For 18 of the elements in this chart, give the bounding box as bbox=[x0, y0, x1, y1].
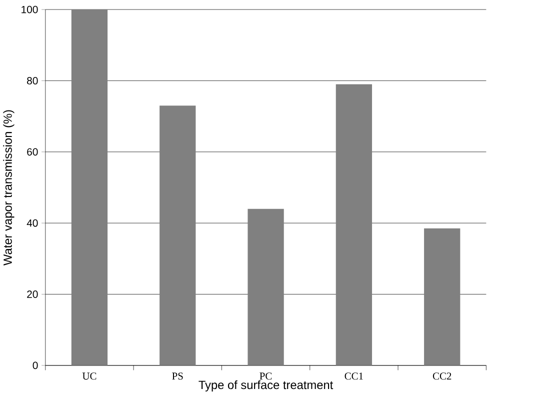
x-tick-label: PC bbox=[260, 372, 272, 380]
y-tick-label: 80 bbox=[27, 77, 38, 84]
y-tick-label: 0 bbox=[32, 362, 38, 370]
bar bbox=[160, 106, 196, 366]
bar bbox=[424, 228, 460, 366]
y-tick-label: 100 bbox=[22, 6, 38, 14]
y-tick-label: 60 bbox=[27, 148, 38, 156]
y-tick-label: 20 bbox=[27, 290, 38, 298]
x-tick-label: CC1 bbox=[344, 372, 363, 380]
bar bbox=[336, 84, 372, 366]
x-axis-title: Type of surface treatment bbox=[198, 380, 334, 392]
x-tick-label: UC bbox=[82, 372, 96, 380]
y-tick-label: 40 bbox=[26, 219, 38, 227]
x-tick-label: PS bbox=[172, 372, 183, 380]
y-axis-title: Water vapor transmission (%) bbox=[3, 110, 14, 266]
bar bbox=[71, 10, 108, 366]
bar bbox=[248, 208, 284, 366]
x-tick-label: CC2 bbox=[432, 372, 452, 380]
